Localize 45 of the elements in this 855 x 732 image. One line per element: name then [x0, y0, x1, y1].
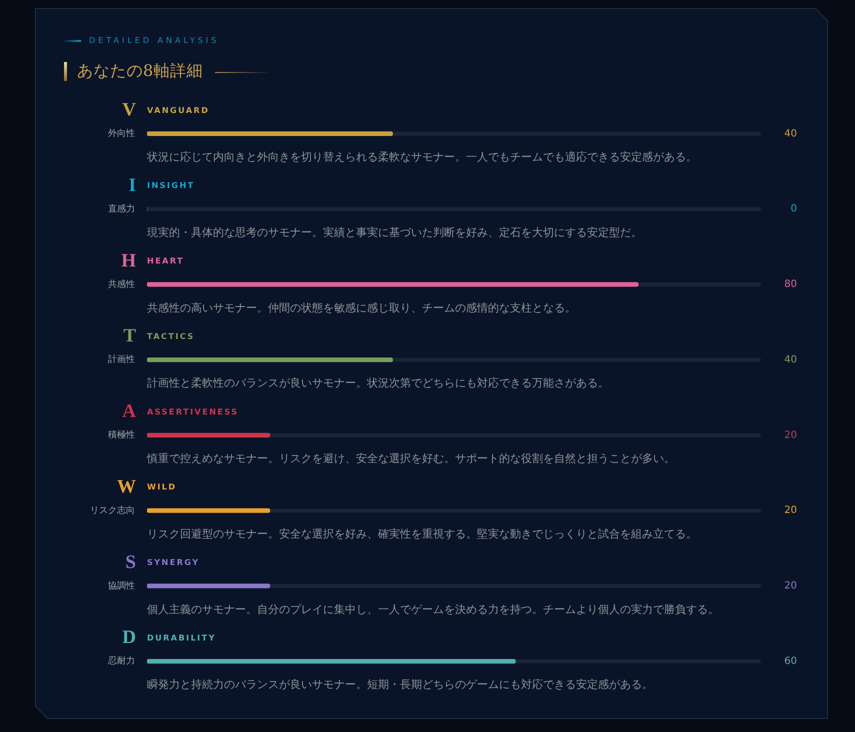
text: T [123, 326, 136, 347]
y-tick-label: 協調性 [108, 580, 135, 592]
bar [147, 584, 270, 588]
bar [147, 508, 270, 513]
text: H [121, 250, 136, 272]
text: A [122, 401, 136, 422]
text: S [125, 552, 136, 573]
text: W [117, 476, 136, 498]
annotation: TACTICS [147, 332, 195, 341]
y-tick-label: 直感力 [108, 203, 135, 214]
y-tick-label: リスク志向 [90, 504, 135, 516]
text: I [128, 174, 136, 196]
y-tick-label: 忍耐力 [107, 656, 135, 667]
annotation: 状況に応じて内向きと外向きを切り替えられる柔軟なサモナー。一人でもチームでも適応できる安定感がある。 [146, 150, 697, 164]
data-label: 40 [784, 128, 797, 140]
annotation: 共感性の高いサモナー。仲間の状態を敏感に感じ取り、チームの感情的な支柱となる。 [147, 301, 576, 314]
data-label: 20 [784, 430, 797, 441]
annotation: 瞬発力と持続力のバランスが良いサモナー。短期・長期どちらのゲームにも対応できる安定感がある。 [147, 678, 653, 692]
bar [147, 432, 270, 438]
annotation: 慎重で控えめなサモナー。リスクを避け、安全な選択を好む。サポート的な役割を自然と担うことが多い。 [146, 452, 675, 466]
chart-subtitle: DETAILED ANALYSIS [89, 36, 220, 46]
data-label: 80 [784, 279, 797, 290]
annotation: WILD [147, 482, 177, 492]
data-label: 40 [784, 354, 797, 366]
data-label: 0 [790, 204, 797, 215]
chart-title: あなたの8軸詳細 [77, 61, 204, 80]
annotation: INSIGHT [147, 181, 195, 190]
data-label: 20 [784, 505, 797, 516]
annotation: SYNERGY [147, 558, 200, 568]
y-tick-label: 計画性 [108, 354, 135, 366]
annotation: 個人主義のサモナー。自分のプレイに集中し、一人でゲームを決める力を持つ。チームより個人の実力で勝負する。 [147, 602, 719, 616]
text: D [122, 627, 136, 648]
data-label: 20 [784, 580, 797, 592]
annotation: 計画性と柔軟性のバランスが良いサモナー。状況次第でどちらにも対応できる万能さがある。 [147, 376, 609, 390]
annotation: DURABILITY [147, 633, 216, 642]
annotation: VANGUARD [147, 106, 210, 115]
y-tick-label: 積極性 [108, 430, 135, 441]
annotation: 現実的・具体的な思考のサモナー。実績と事実に基づいた判断を好み、定石を大切にする安定型だ。 [147, 226, 642, 239]
annotation: リスク回避型のサモナー。安全な選択を好み、確実性を重視する。堅実な動きでじっくりと試合を組み立てる。 [147, 527, 697, 540]
annotation: HEART [147, 256, 184, 266]
y-tick-label: 外向性 [108, 128, 135, 140]
y-tick-label: 共感性 [108, 278, 135, 290]
data-label: 60 [784, 656, 797, 667]
annotation: ASSERTIVENESS [147, 407, 239, 416]
text: V [122, 100, 136, 121]
